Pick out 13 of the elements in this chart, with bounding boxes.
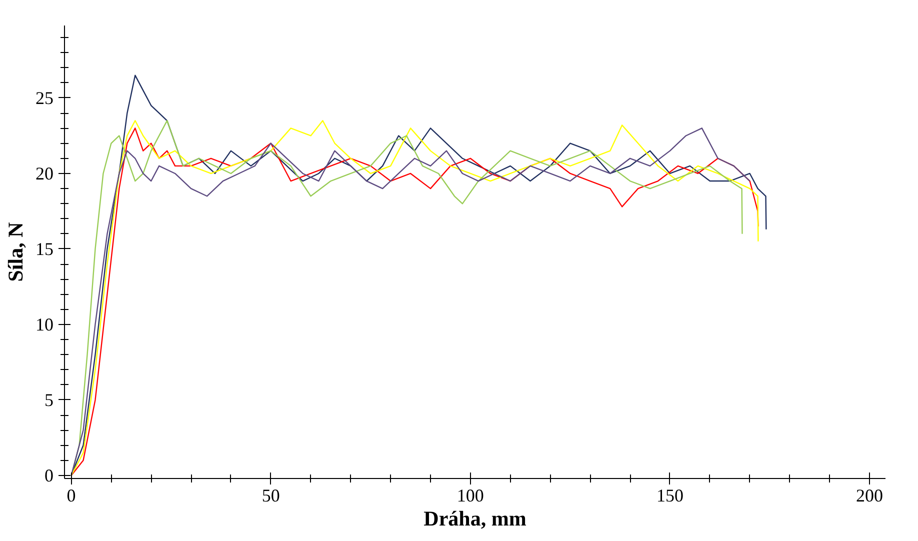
y-tick-label: 20 — [36, 163, 54, 184]
x-tick-label: 0 — [66, 486, 76, 506]
y-tick-label: 15 — [36, 238, 54, 259]
x-tick-label: 150 — [656, 486, 684, 506]
x-axis-title: Dráha, mm — [424, 506, 527, 530]
y-tick-label: 25 — [36, 88, 54, 108]
y-axis-title: Síla, N — [4, 222, 28, 282]
y-tick-label: 0 — [44, 465, 54, 486]
x-tick-label: 100 — [456, 486, 484, 506]
x-tick-label: 200 — [856, 486, 884, 506]
x-tick-label: 50 — [262, 486, 280, 506]
y-tick-label: 5 — [44, 390, 54, 410]
y-tick-label: 10 — [36, 314, 54, 334]
